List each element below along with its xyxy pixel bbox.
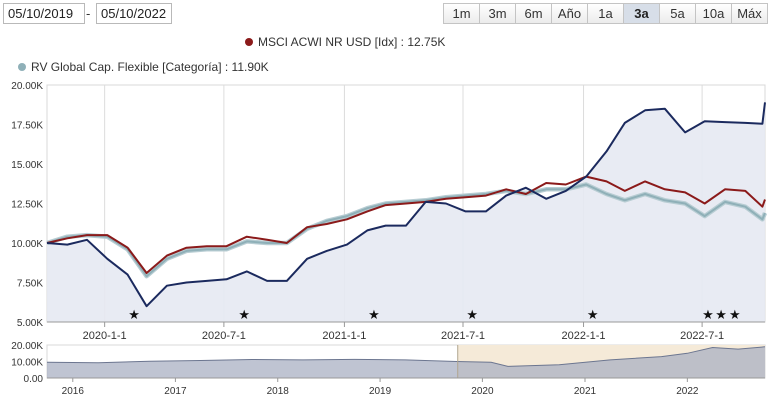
range-button-max[interactable]: Máx — [731, 3, 768, 24]
date-range-separator: - — [86, 6, 91, 21]
series-line-category — [46, 183, 766, 278]
y-tick-label-4: 10.00K — [11, 239, 43, 250]
y-tick-label-6: 5.00K — [17, 318, 43, 329]
range-button-6m[interactable]: 6m — [515, 3, 552, 24]
y-tick-label-2: 15.00K — [11, 160, 43, 171]
legend-item-category[interactable]: RV Global Cap. Flexible [Categoría] : 11… — [18, 60, 269, 74]
series-area-fund — [47, 102, 765, 323]
star-marker-3: ★ — [466, 307, 478, 322]
range-button-5a[interactable]: 5a — [659, 3, 696, 24]
navigator-x-tick-label-4: 2020 — [471, 386, 494, 397]
date-to-input[interactable]: 05/10/2022 — [96, 3, 172, 24]
navigator-y-tick-label-0: 20.00K — [11, 341, 43, 352]
x-tick-label-2: 2021-1-1 — [322, 330, 366, 342]
main-markers: ★ ★ ★ ★ ★ ★ ★ ★ — [128, 307, 740, 322]
y-tick-label-5: 7.50K — [17, 279, 43, 290]
legend-label-category: RV Global Cap. Flexible [Categoría] : 11… — [31, 60, 269, 74]
x-tick-label-0: 2020-1-1 — [83, 330, 127, 342]
navigator-x-tick-label-2: 2018 — [267, 386, 290, 397]
legend-item-index[interactable]: MSCI ACWI NR USD [Idx] : 12.75K — [245, 35, 445, 49]
star-marker-5: ★ — [702, 307, 714, 322]
navigator-x-tick-label-1: 2017 — [164, 386, 187, 397]
range-selector: 1m 3m 6m Año 1a 3a 5a 10a Máx — [443, 3, 768, 24]
star-marker-1: ★ — [238, 307, 250, 322]
star-marker-0: ★ — [128, 307, 140, 322]
range-button-3a[interactable]: 3a — [623, 3, 660, 24]
legend-marker-index — [245, 38, 253, 46]
range-button-1m[interactable]: 1m — [443, 3, 480, 24]
star-marker-2: ★ — [368, 307, 380, 322]
navigator-y-tick-label-1: 10.00K — [11, 358, 43, 369]
y-tick-label-1: 17.50K — [11, 121, 43, 132]
star-marker-4: ★ — [587, 307, 599, 322]
navigator-line — [46, 346, 766, 367]
legend-marker-category — [18, 63, 26, 71]
navigator-y-tick-label-2: 0.00 — [24, 374, 44, 385]
star-marker-6: ★ — [715, 307, 727, 322]
x-tick-label-3: 2021-7-1 — [441, 330, 485, 342]
star-marker-7: ★ — [729, 307, 741, 322]
navigator-x-tick-label-6: 2022 — [676, 386, 699, 397]
legend-label-index: MSCI ACWI NR USD [Idx] : 12.75K — [258, 35, 446, 49]
main-axes: 2020-1-1 2020-7-1 2021-1-1 2021-7-1 2022-1-1… — [11, 81, 765, 342]
x-tick-label-4: 2022-1-1 — [562, 330, 606, 342]
navigator-x-tick-label-0: 2016 — [62, 386, 85, 397]
range-button-ytd[interactable]: Año — [551, 3, 588, 24]
navigator: 20.00K 10.00K 0.00 2016 2017 2018 2019 2020 2021… — [11, 341, 766, 397]
x-tick-label-5: 2022-7-1 — [680, 330, 724, 342]
series-line-fund — [46, 102, 766, 308]
series-line-index — [46, 175, 766, 274]
navigator-area — [47, 346, 765, 378]
y-tick-label-3: 12.50K — [11, 200, 43, 211]
navigator-x-tick-label-5: 2021 — [574, 386, 597, 397]
range-button-10a[interactable]: 10a — [695, 3, 732, 24]
y-tick-label-0: 20.00K — [11, 81, 43, 92]
x-tick-label-1: 2020-7-1 — [202, 330, 246, 342]
date-from-input[interactable]: 05/10/2019 — [3, 3, 85, 24]
navigator-x-tick-label-3: 2019 — [369, 386, 392, 397]
main-series — [46, 102, 768, 323]
